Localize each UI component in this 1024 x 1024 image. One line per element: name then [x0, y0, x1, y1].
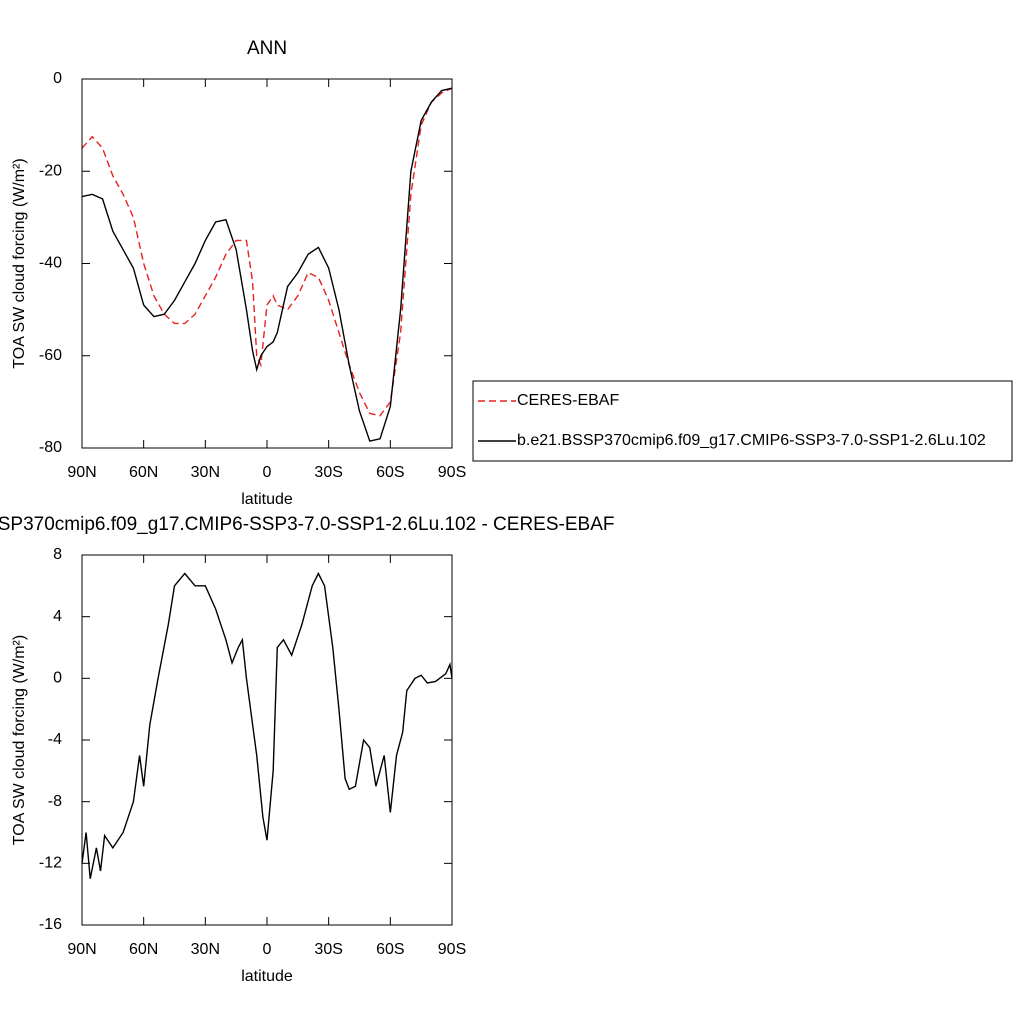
y-tick-label: 0 — [53, 670, 62, 687]
y-tick-label: 8 — [53, 546, 62, 563]
y-tick-label: -60 — [39, 347, 62, 364]
y-tick-label: -16 — [39, 916, 62, 933]
x-tick-label: 60S — [376, 464, 404, 481]
y-axis-label: TOA SW cloud forcing (W/m²) — [11, 158, 28, 368]
chart-title: ANN — [247, 38, 287, 59]
y-tick-label: -12 — [39, 855, 62, 872]
x-tick-label: 90N — [67, 464, 96, 481]
y-tick-label: -80 — [39, 439, 62, 456]
y-tick-label: 0 — [53, 70, 62, 87]
x-tick-label: 90S — [438, 941, 466, 958]
x-tick-label: 0 — [263, 941, 272, 958]
legend-label: b.e21.BSSP370cmip6.f09_g17.CMIP6-SSP3-7.… — [517, 432, 986, 449]
y-tick-label: -4 — [48, 731, 62, 748]
data-line — [81, 87, 453, 417]
x-axis-label: latitude — [241, 491, 293, 508]
legend-box — [472, 380, 1013, 462]
x-tick-label: 30N — [191, 941, 220, 958]
chart-title: b.e21.BSSP370cmip6.f09_g17.CMIP6-SSP3-7.… — [0, 514, 614, 535]
y-tick-label: -40 — [39, 255, 62, 272]
data-line — [81, 571, 453, 879]
x-tick-label: 90S — [438, 464, 466, 481]
x-tick-label: 30S — [314, 941, 342, 958]
legend-label: CERES-EBAF — [517, 392, 619, 409]
plot-frame — [81, 554, 453, 926]
x-tick-label: 30S — [314, 464, 342, 481]
x-tick-label: 60N — [129, 464, 158, 481]
x-tick-label: 30N — [191, 464, 220, 481]
x-tick-label: 60N — [129, 941, 158, 958]
x-axis-label: latitude — [241, 968, 293, 985]
x-tick-label: 0 — [263, 464, 272, 481]
y-tick-label: -20 — [39, 162, 62, 179]
y-axis-label: TOA SW cloud forcing (W/m²) — [11, 635, 28, 845]
y-tick-label: -8 — [48, 793, 62, 810]
y-tick-label: 4 — [53, 608, 62, 625]
x-tick-label: 60S — [376, 941, 404, 958]
plot-frame — [81, 78, 453, 449]
x-tick-label: 90N — [67, 941, 96, 958]
data-line — [81, 87, 453, 442]
